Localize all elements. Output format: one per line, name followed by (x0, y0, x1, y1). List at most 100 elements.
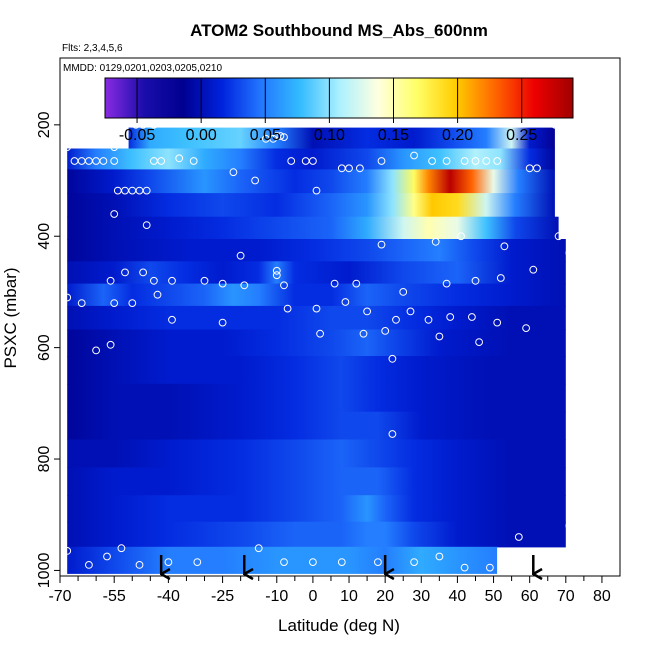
observation-point (381, 327, 390, 335)
observation-point (110, 210, 119, 218)
observation-point (399, 288, 408, 296)
observation-point (240, 281, 249, 290)
heatmap-band (128, 127, 555, 150)
heatmap-band (67, 383, 566, 413)
observation-point (117, 544, 126, 553)
x-tick-label: 0 (308, 588, 317, 605)
y-tick-label: 1000 (36, 553, 53, 589)
x-tick-label: -70 (48, 588, 71, 605)
observation-point (157, 157, 166, 165)
observation-point (283, 304, 292, 313)
observation-point (460, 157, 469, 165)
observation-point (229, 168, 238, 177)
observation-point (345, 164, 353, 173)
observation-point (493, 157, 502, 165)
colorbar-tick-label: 0.05 (250, 127, 281, 144)
observation-point (442, 279, 451, 288)
observation-point (482, 157, 491, 165)
y-tick-label: 800 (36, 446, 53, 473)
heatmap-band (67, 467, 566, 496)
x-tick-label: 80 (593, 588, 611, 605)
observation-point (522, 324, 530, 333)
observation-point (175, 154, 184, 163)
observation-point (280, 558, 288, 566)
colorbar-tick-label: 0.00 (186, 127, 217, 144)
heatmap-band (67, 495, 566, 523)
heatmap-band (67, 283, 566, 307)
observation-point (431, 237, 440, 246)
observation-point (106, 340, 115, 349)
observation-point (128, 299, 137, 308)
x-tick-label: 30 (412, 588, 430, 605)
latitude-arrow-markers (159, 555, 533, 574)
heatmap-band (67, 216, 559, 240)
x-tick-label: 70 (557, 588, 575, 605)
observation-point (330, 279, 339, 288)
observation-point (168, 276, 176, 285)
observation-point (363, 307, 372, 316)
observation-point (251, 176, 260, 185)
heatmap-band (67, 305, 566, 331)
observation-point (341, 298, 350, 306)
x-tick-label: 50 (485, 588, 503, 605)
observation-point (236, 251, 245, 260)
chart-title: ATOM2 Southbound MS_Abs_600nm (190, 21, 488, 40)
colorbar-tick-label: 0.15 (378, 127, 409, 144)
observation-point (309, 157, 317, 165)
x-tick-label: 60 (521, 588, 539, 605)
x-axis-label: Latitude (deg N) (278, 616, 400, 635)
observation-point (514, 533, 523, 541)
x-tick-label: -25 (211, 588, 234, 605)
observation-point (218, 279, 227, 288)
observation-point (110, 137, 119, 146)
observation-point (63, 143, 72, 152)
y-axis: 200 400 600 800 1000 (36, 111, 60, 588)
observation-point (254, 544, 263, 553)
dates-note: MMDD: 0129,0201,0203,0205,0210 (63, 63, 222, 74)
x-tick-label: 10 (340, 588, 358, 605)
observation-point (272, 271, 281, 280)
y-tick-label: 200 (36, 111, 53, 138)
observation-point (377, 157, 386, 165)
flights-note: Flts: 2,3,4,5,6 (62, 43, 123, 54)
observation-point (312, 186, 321, 195)
observation-point (442, 157, 451, 165)
observation-point (507, 558, 516, 566)
observation-point (316, 329, 325, 338)
observation-point (150, 120, 158, 129)
x-tick-label: -55 (103, 588, 126, 605)
observation-point (551, 120, 559, 129)
observation-point (392, 315, 400, 324)
x-tick-label: 40 (449, 588, 467, 605)
observation-point (486, 563, 494, 572)
observation-point (475, 338, 484, 347)
colorbar-tick-label: -0.05 (119, 127, 156, 144)
heatmap-band (67, 546, 498, 574)
observation-point (70, 157, 79, 165)
observation-point (142, 221, 151, 230)
observation-point (312, 304, 321, 313)
observation-point (262, 134, 270, 143)
heatmap-band (67, 521, 566, 548)
heatmap-band (67, 193, 555, 218)
observation-point (193, 558, 202, 566)
observation-point (388, 430, 397, 438)
observation-point (565, 249, 574, 257)
observation-point (168, 315, 176, 324)
observation-point (457, 232, 465, 241)
observation-point (280, 133, 288, 142)
observation-point (356, 164, 364, 173)
observation-point (276, 132, 285, 140)
observation-point (374, 558, 382, 566)
observation-point (218, 318, 227, 327)
heatmap-area (67, 127, 566, 574)
colorbar-tick-label: 0.10 (314, 127, 345, 144)
observation-point (406, 307, 415, 316)
plot-frame (59, 57, 621, 577)
observation-point (92, 346, 100, 355)
observation-point (85, 561, 93, 569)
observation-point (121, 268, 129, 277)
observation-point (352, 279, 361, 288)
heatmap-band (67, 239, 566, 262)
observation-point (446, 313, 455, 321)
